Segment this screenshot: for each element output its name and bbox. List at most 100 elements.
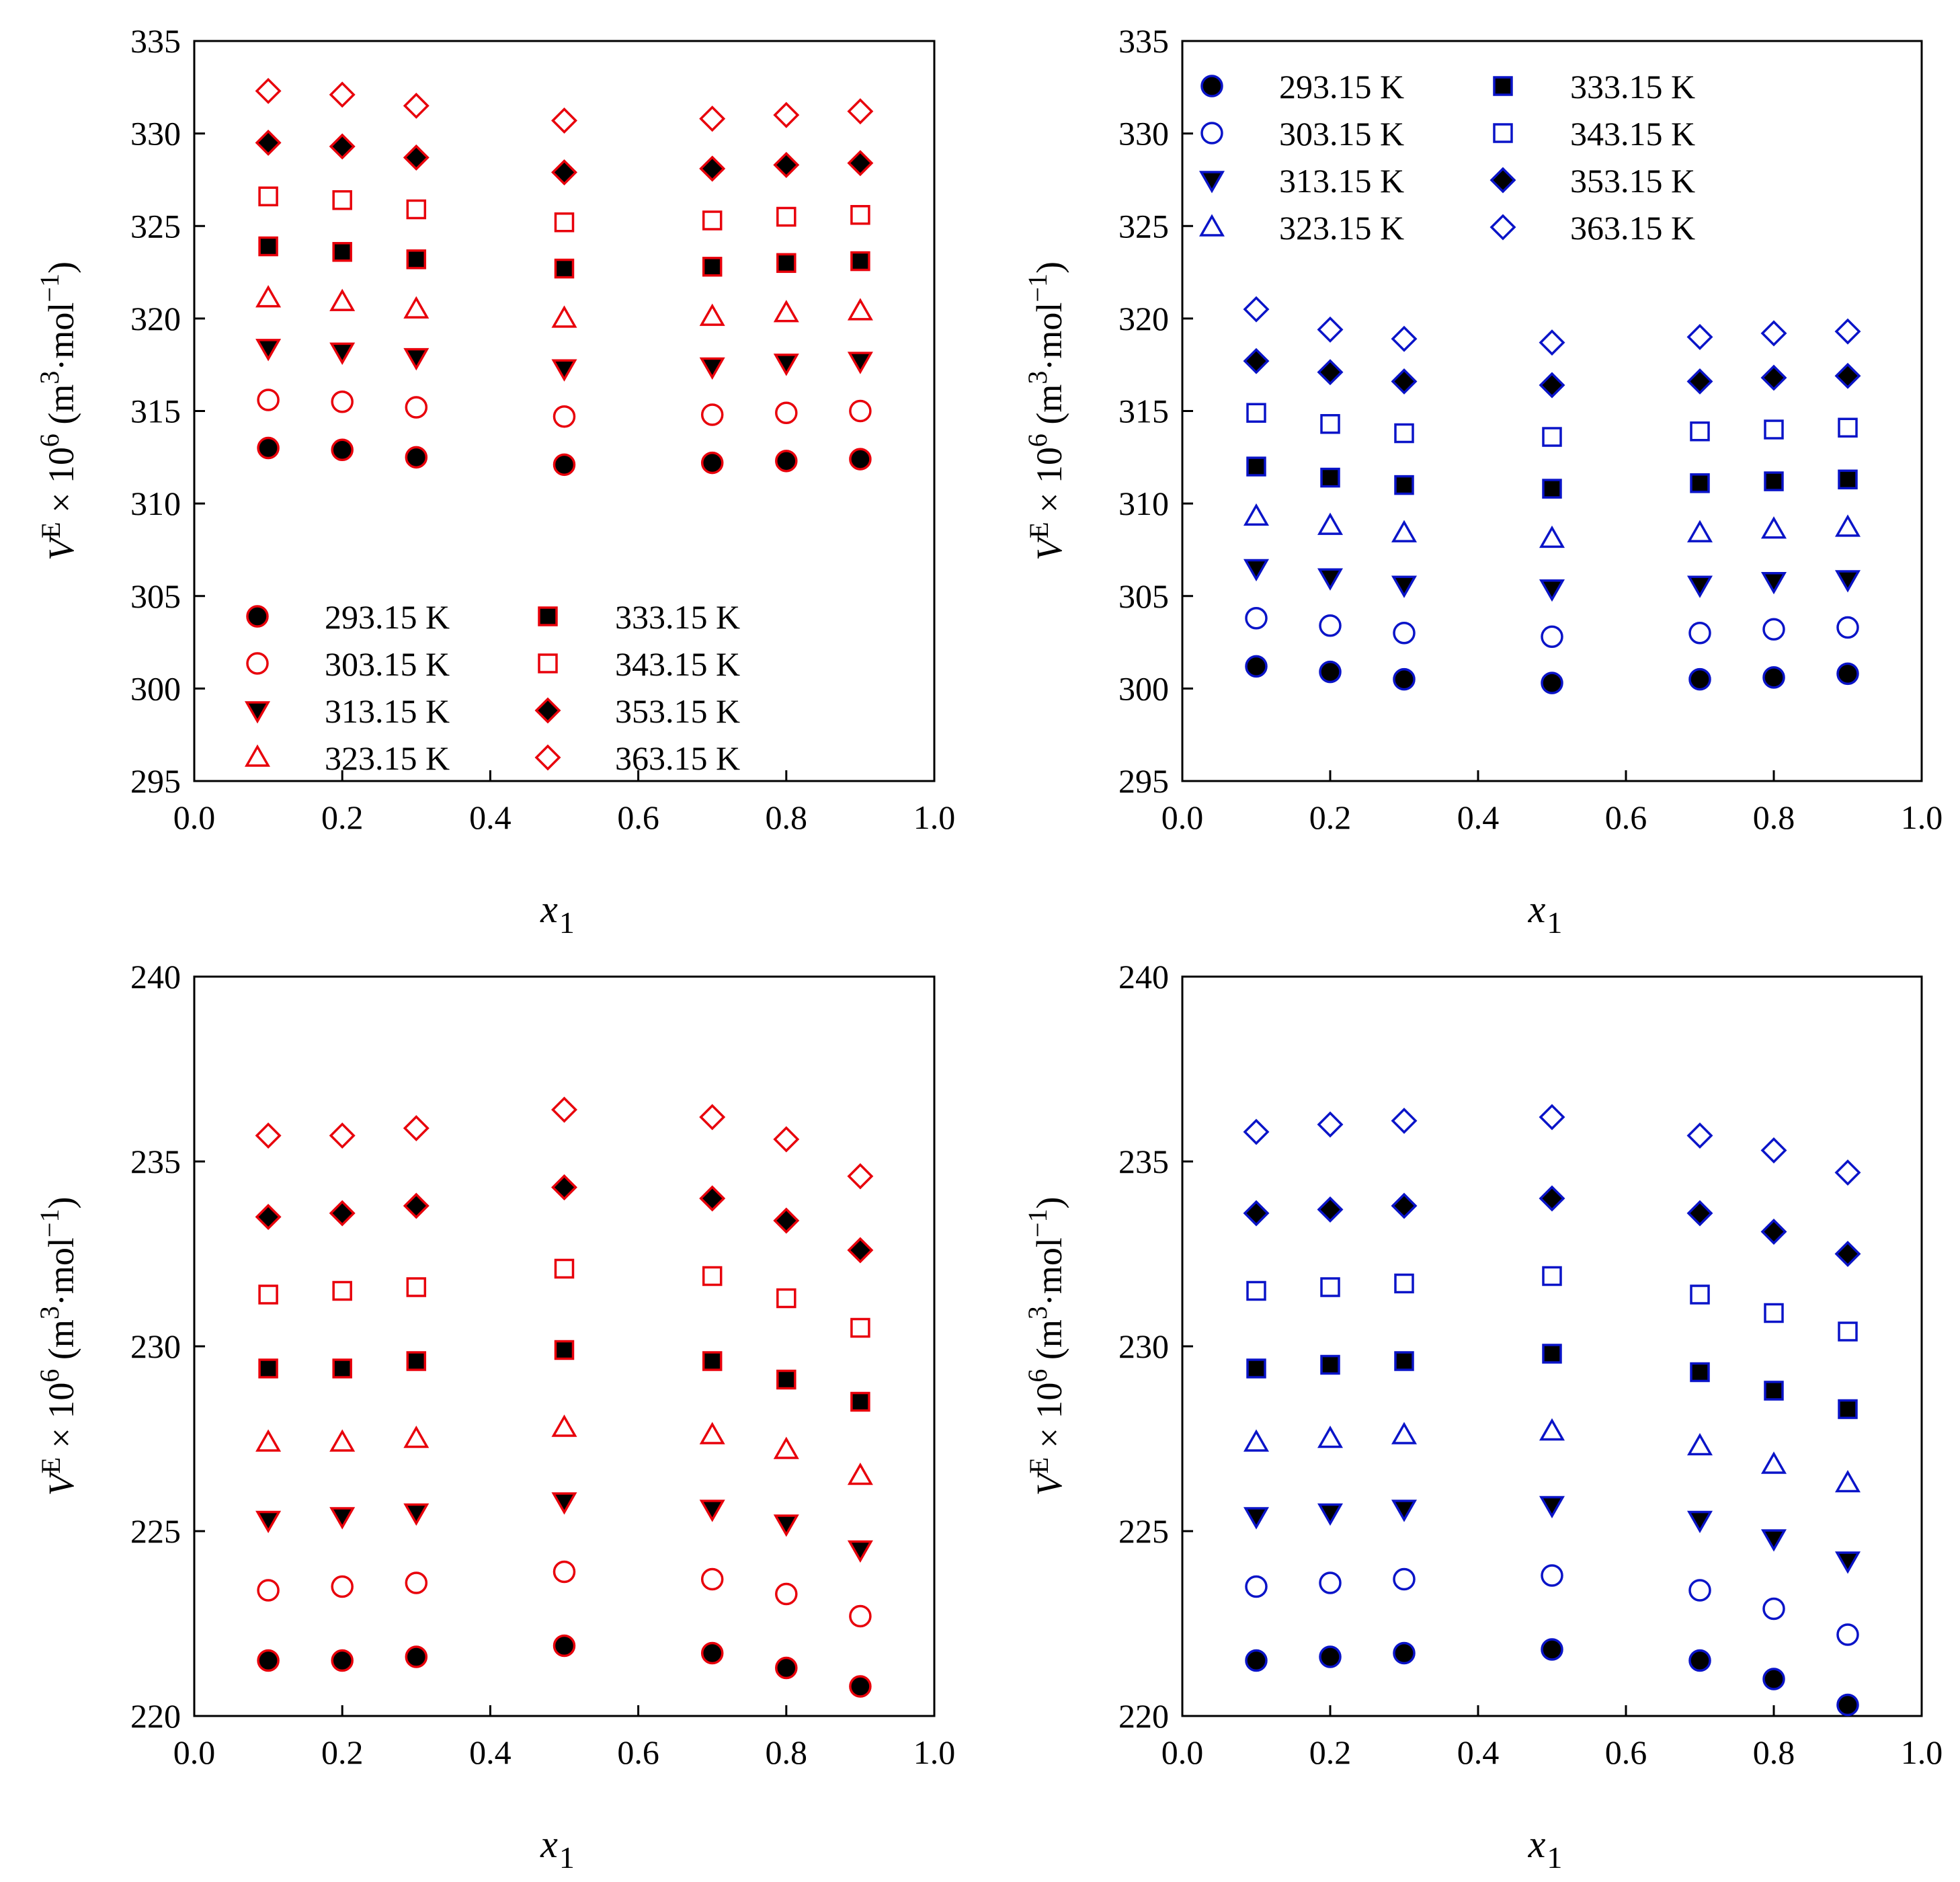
- series-29315: [1245, 1638, 1859, 1717]
- data-point: [1391, 325, 1418, 352]
- x-axis-label-subscript: 1: [559, 905, 575, 940]
- series-31315: [1243, 1496, 1861, 1574]
- y-tick-label: 330: [1118, 115, 1169, 153]
- data-point: [1690, 473, 1710, 493]
- data-point: [403, 1503, 430, 1526]
- x-tick-label: 0.4: [469, 1733, 512, 1771]
- y-axis-label-part: V: [41, 534, 81, 561]
- data-point: [1838, 469, 1858, 490]
- data-point: [1541, 1638, 1563, 1661]
- data-point: [1394, 475, 1414, 495]
- legend-label: 303.15 K: [1279, 115, 1404, 153]
- series-35315: [1243, 347, 1861, 399]
- y-axis-label-part: ): [41, 1197, 81, 1209]
- data-point: [1391, 1108, 1418, 1134]
- data-point: [405, 1571, 428, 1594]
- data-point: [1760, 571, 1787, 595]
- data-point: [1391, 1192, 1418, 1219]
- legend-marker: [1198, 171, 1225, 194]
- data-point: [850, 1317, 870, 1338]
- series-34315: [1246, 403, 1858, 447]
- data-point: [1317, 512, 1344, 535]
- data-point: [255, 1429, 282, 1452]
- y-axis-label-part: × 10: [41, 1383, 81, 1457]
- y-axis-label-part: × 10: [1029, 447, 1069, 522]
- data-point: [553, 1560, 576, 1584]
- x-tick-label: 0.0: [173, 799, 216, 836]
- legend-label: 343.15 K: [1570, 115, 1695, 153]
- x-tick-label: 0.4: [1457, 1733, 1500, 1771]
- data-point: [1542, 427, 1562, 447]
- data-point: [554, 258, 575, 279]
- data-point: [1394, 423, 1414, 444]
- data-point: [551, 107, 577, 134]
- data-point: [1542, 1344, 1562, 1364]
- data-point: [329, 1507, 356, 1530]
- data-point: [1836, 616, 1859, 639]
- data-point: [1834, 318, 1861, 345]
- data-point: [847, 1163, 874, 1190]
- data-point: [1834, 1469, 1861, 1493]
- data-point: [255, 129, 282, 156]
- data-point: [1764, 419, 1784, 440]
- legend-marker: [1200, 122, 1223, 145]
- panel-bottom-left: 0.0 0.2 0.4 0.6 0.8 1.0 220 225 230 235 240 x1 VE × …: [34, 958, 955, 1875]
- data-point: [1243, 296, 1270, 323]
- data-point: [403, 92, 430, 119]
- data-point: [1317, 568, 1344, 591]
- y-tick-label: 305: [1118, 577, 1169, 615]
- data-point: [775, 1656, 798, 1680]
- y-axis-label-part: 3: [1022, 1306, 1053, 1319]
- data-point: [699, 1185, 726, 1212]
- data-point: [1541, 625, 1563, 649]
- y-axis-label-part: 3: [34, 371, 65, 384]
- data-point: [257, 436, 280, 460]
- data-point: [1245, 655, 1268, 678]
- data-point: [329, 342, 356, 365]
- y-axis-label-part: × 10: [41, 447, 81, 522]
- data-point: [776, 253, 797, 274]
- data-point: [329, 1200, 356, 1227]
- legend-marker: [244, 744, 271, 767]
- data-point: [329, 1122, 356, 1149]
- data-point: [1764, 471, 1784, 491]
- y-tick-label: 295: [1118, 762, 1169, 800]
- y-axis-label-part: −1: [1022, 274, 1053, 302]
- legend: 293.15 K 303.15 K 313.15 K 323.15 K 333.15 K…: [244, 598, 740, 777]
- data-point: [332, 1280, 352, 1301]
- legend-marker: [534, 744, 561, 771]
- series-29315: [1245, 655, 1859, 694]
- x-axis-label: x1: [540, 887, 575, 940]
- data-point: [1762, 1668, 1785, 1690]
- data-point: [403, 1425, 430, 1448]
- data-point: [1391, 368, 1418, 395]
- data-point: [332, 1358, 352, 1379]
- data-point: [403, 296, 430, 319]
- data-point: [1539, 1418, 1565, 1441]
- y-axis-label-part: E: [36, 522, 66, 538]
- data-point: [551, 305, 577, 328]
- y-tick-label: 320: [130, 300, 181, 337]
- x-tick-label: 0.2: [1309, 1733, 1352, 1771]
- data-point: [773, 1436, 799, 1459]
- data-point: [1391, 520, 1418, 542]
- data-point: [551, 1096, 577, 1123]
- series-34315: [1246, 1266, 1858, 1342]
- data-point: [702, 210, 723, 231]
- data-point: [1834, 362, 1861, 389]
- data-point: [699, 1104, 726, 1131]
- data-point: [1246, 1280, 1266, 1301]
- y-tick-label: 235: [1118, 1143, 1169, 1180]
- series-36315: [1243, 296, 1861, 356]
- data-point: [1245, 1649, 1268, 1672]
- data-point: [258, 1284, 278, 1305]
- x-tick-label: 0.6: [617, 1733, 659, 1771]
- data-point: [1760, 1137, 1787, 1163]
- data-point: [1539, 372, 1565, 399]
- data-point: [1760, 320, 1787, 347]
- data-point: [406, 249, 427, 270]
- data-point: [331, 1649, 354, 1672]
- legend-marker: [1493, 76, 1513, 96]
- data-point: [773, 1514, 799, 1537]
